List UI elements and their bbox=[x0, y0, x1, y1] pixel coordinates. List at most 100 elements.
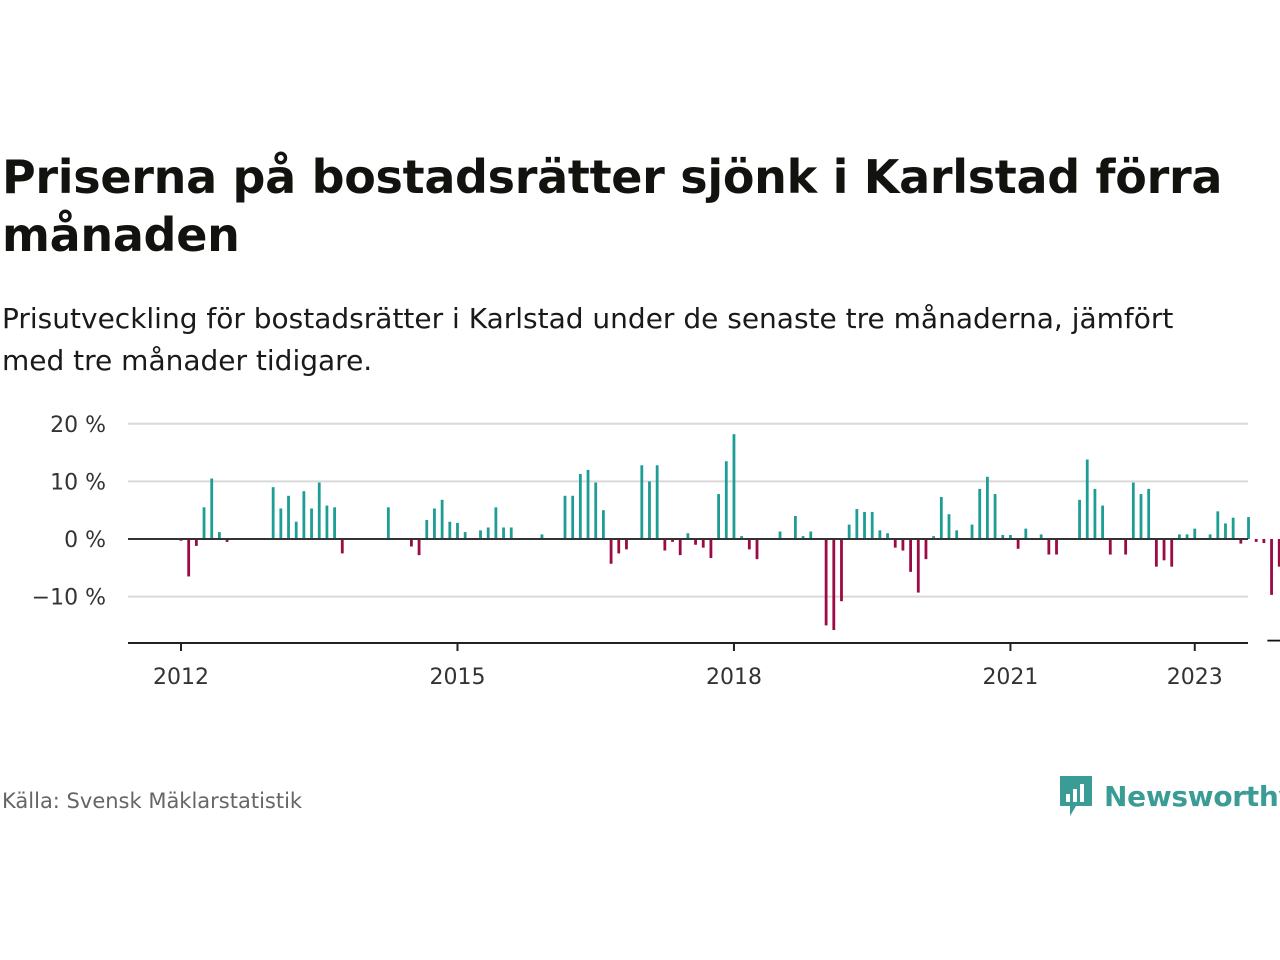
bar bbox=[747, 539, 751, 550]
bar bbox=[855, 509, 859, 539]
bar bbox=[663, 539, 667, 551]
bar bbox=[1170, 539, 1174, 567]
bar bbox=[417, 539, 421, 556]
bar bbox=[302, 491, 306, 539]
x-tick-label: 2018 bbox=[706, 665, 762, 690]
y-tick-label: 0 % bbox=[64, 528, 106, 553]
brand-name: Newsworthy bbox=[1104, 779, 1280, 813]
bar bbox=[886, 533, 889, 539]
bar bbox=[218, 532, 221, 539]
x-tick-label: 2023 bbox=[1167, 665, 1223, 690]
newsworthy-logo: Newsworthy bbox=[1058, 774, 1280, 818]
bar bbox=[709, 539, 713, 559]
bar bbox=[1131, 482, 1135, 539]
bar bbox=[609, 539, 613, 564]
bar bbox=[1154, 539, 1158, 567]
axes: 20 % 10 % 0 % −10 % 2012 2015 2018 2021 2023 −14 … bbox=[32, 413, 1280, 690]
bar bbox=[694, 539, 697, 545]
bar bbox=[840, 539, 843, 602]
bar bbox=[440, 499, 444, 539]
bar bbox=[870, 511, 874, 539]
bar bbox=[1277, 539, 1280, 567]
bar bbox=[433, 508, 436, 539]
bar bbox=[386, 507, 390, 539]
bar bbox=[1262, 539, 1266, 544]
x-tick-label: 2012 bbox=[153, 665, 209, 690]
bar bbox=[947, 514, 951, 539]
bar bbox=[1139, 494, 1143, 539]
bar bbox=[187, 539, 191, 577]
bar bbox=[955, 530, 959, 539]
bar bbox=[1193, 528, 1197, 539]
bar bbox=[271, 487, 275, 539]
bar bbox=[1270, 539, 1273, 595]
bar bbox=[1147, 488, 1151, 539]
bar bbox=[594, 482, 598, 539]
bar bbox=[1216, 511, 1220, 539]
bar bbox=[563, 495, 567, 539]
bar bbox=[794, 515, 797, 539]
bar bbox=[1016, 539, 1020, 549]
bar bbox=[456, 522, 459, 539]
bar bbox=[463, 532, 467, 539]
bar bbox=[801, 536, 805, 539]
bar bbox=[932, 536, 936, 539]
bar bbox=[648, 481, 651, 539]
bar bbox=[1231, 517, 1235, 539]
bar bbox=[448, 521, 452, 539]
bar bbox=[701, 539, 705, 548]
last-value-annotation: −14 % bbox=[1265, 628, 1280, 653]
bar bbox=[732, 434, 736, 539]
newsworthy-logo-icon bbox=[1060, 776, 1092, 816]
bar bbox=[686, 533, 690, 539]
bar bbox=[479, 530, 482, 539]
bar bbox=[1162, 539, 1166, 561]
bar bbox=[755, 539, 759, 560]
bar bbox=[1239, 539, 1243, 544]
bar-chart: 20 % 10 % 0 % −10 % 2012 2015 2018 2021 2023 −14 … bbox=[32, 413, 1280, 690]
y-tick-label: 10 % bbox=[50, 470, 106, 495]
bar bbox=[640, 465, 644, 539]
bar bbox=[340, 539, 344, 554]
chart-title: Priserna på bostadsrätter sjönk i Karlst… bbox=[2, 150, 1223, 262]
bar bbox=[509, 527, 513, 539]
bar bbox=[586, 469, 590, 539]
bar bbox=[1178, 534, 1181, 539]
bar bbox=[1247, 517, 1250, 539]
bar bbox=[1085, 459, 1089, 539]
bar bbox=[824, 539, 828, 626]
bar bbox=[194, 539, 198, 546]
bar bbox=[1047, 539, 1051, 555]
bars bbox=[179, 434, 1280, 631]
bar bbox=[1108, 539, 1112, 555]
bar bbox=[847, 524, 851, 539]
bar bbox=[494, 507, 498, 539]
bar bbox=[1124, 539, 1128, 555]
bar bbox=[970, 524, 974, 539]
bar bbox=[678, 539, 682, 556]
bar bbox=[1024, 528, 1028, 539]
bar bbox=[740, 536, 744, 539]
bar bbox=[878, 530, 882, 539]
bar bbox=[655, 465, 659, 539]
bar bbox=[1093, 488, 1097, 539]
x-tick-label: 2015 bbox=[429, 665, 485, 690]
bar bbox=[863, 511, 866, 539]
bar bbox=[287, 495, 290, 539]
bar bbox=[778, 531, 782, 539]
bar bbox=[486, 527, 490, 539]
bar bbox=[1039, 534, 1043, 539]
bar bbox=[924, 539, 928, 560]
bar bbox=[1078, 499, 1081, 539]
chart-subtitle: Prisutveckling för bostadsrätter i Karls… bbox=[2, 302, 1174, 377]
bar bbox=[502, 527, 505, 539]
y-tick-label: −10 % bbox=[32, 586, 106, 611]
bar bbox=[832, 539, 836, 631]
source-label: Källa: Svensk Mäklarstatistik bbox=[2, 789, 303, 813]
bar bbox=[809, 531, 813, 539]
gridlines bbox=[128, 422, 1248, 598]
bar bbox=[717, 494, 720, 539]
bar bbox=[325, 505, 329, 539]
bar bbox=[625, 539, 628, 550]
bar bbox=[1224, 523, 1227, 539]
